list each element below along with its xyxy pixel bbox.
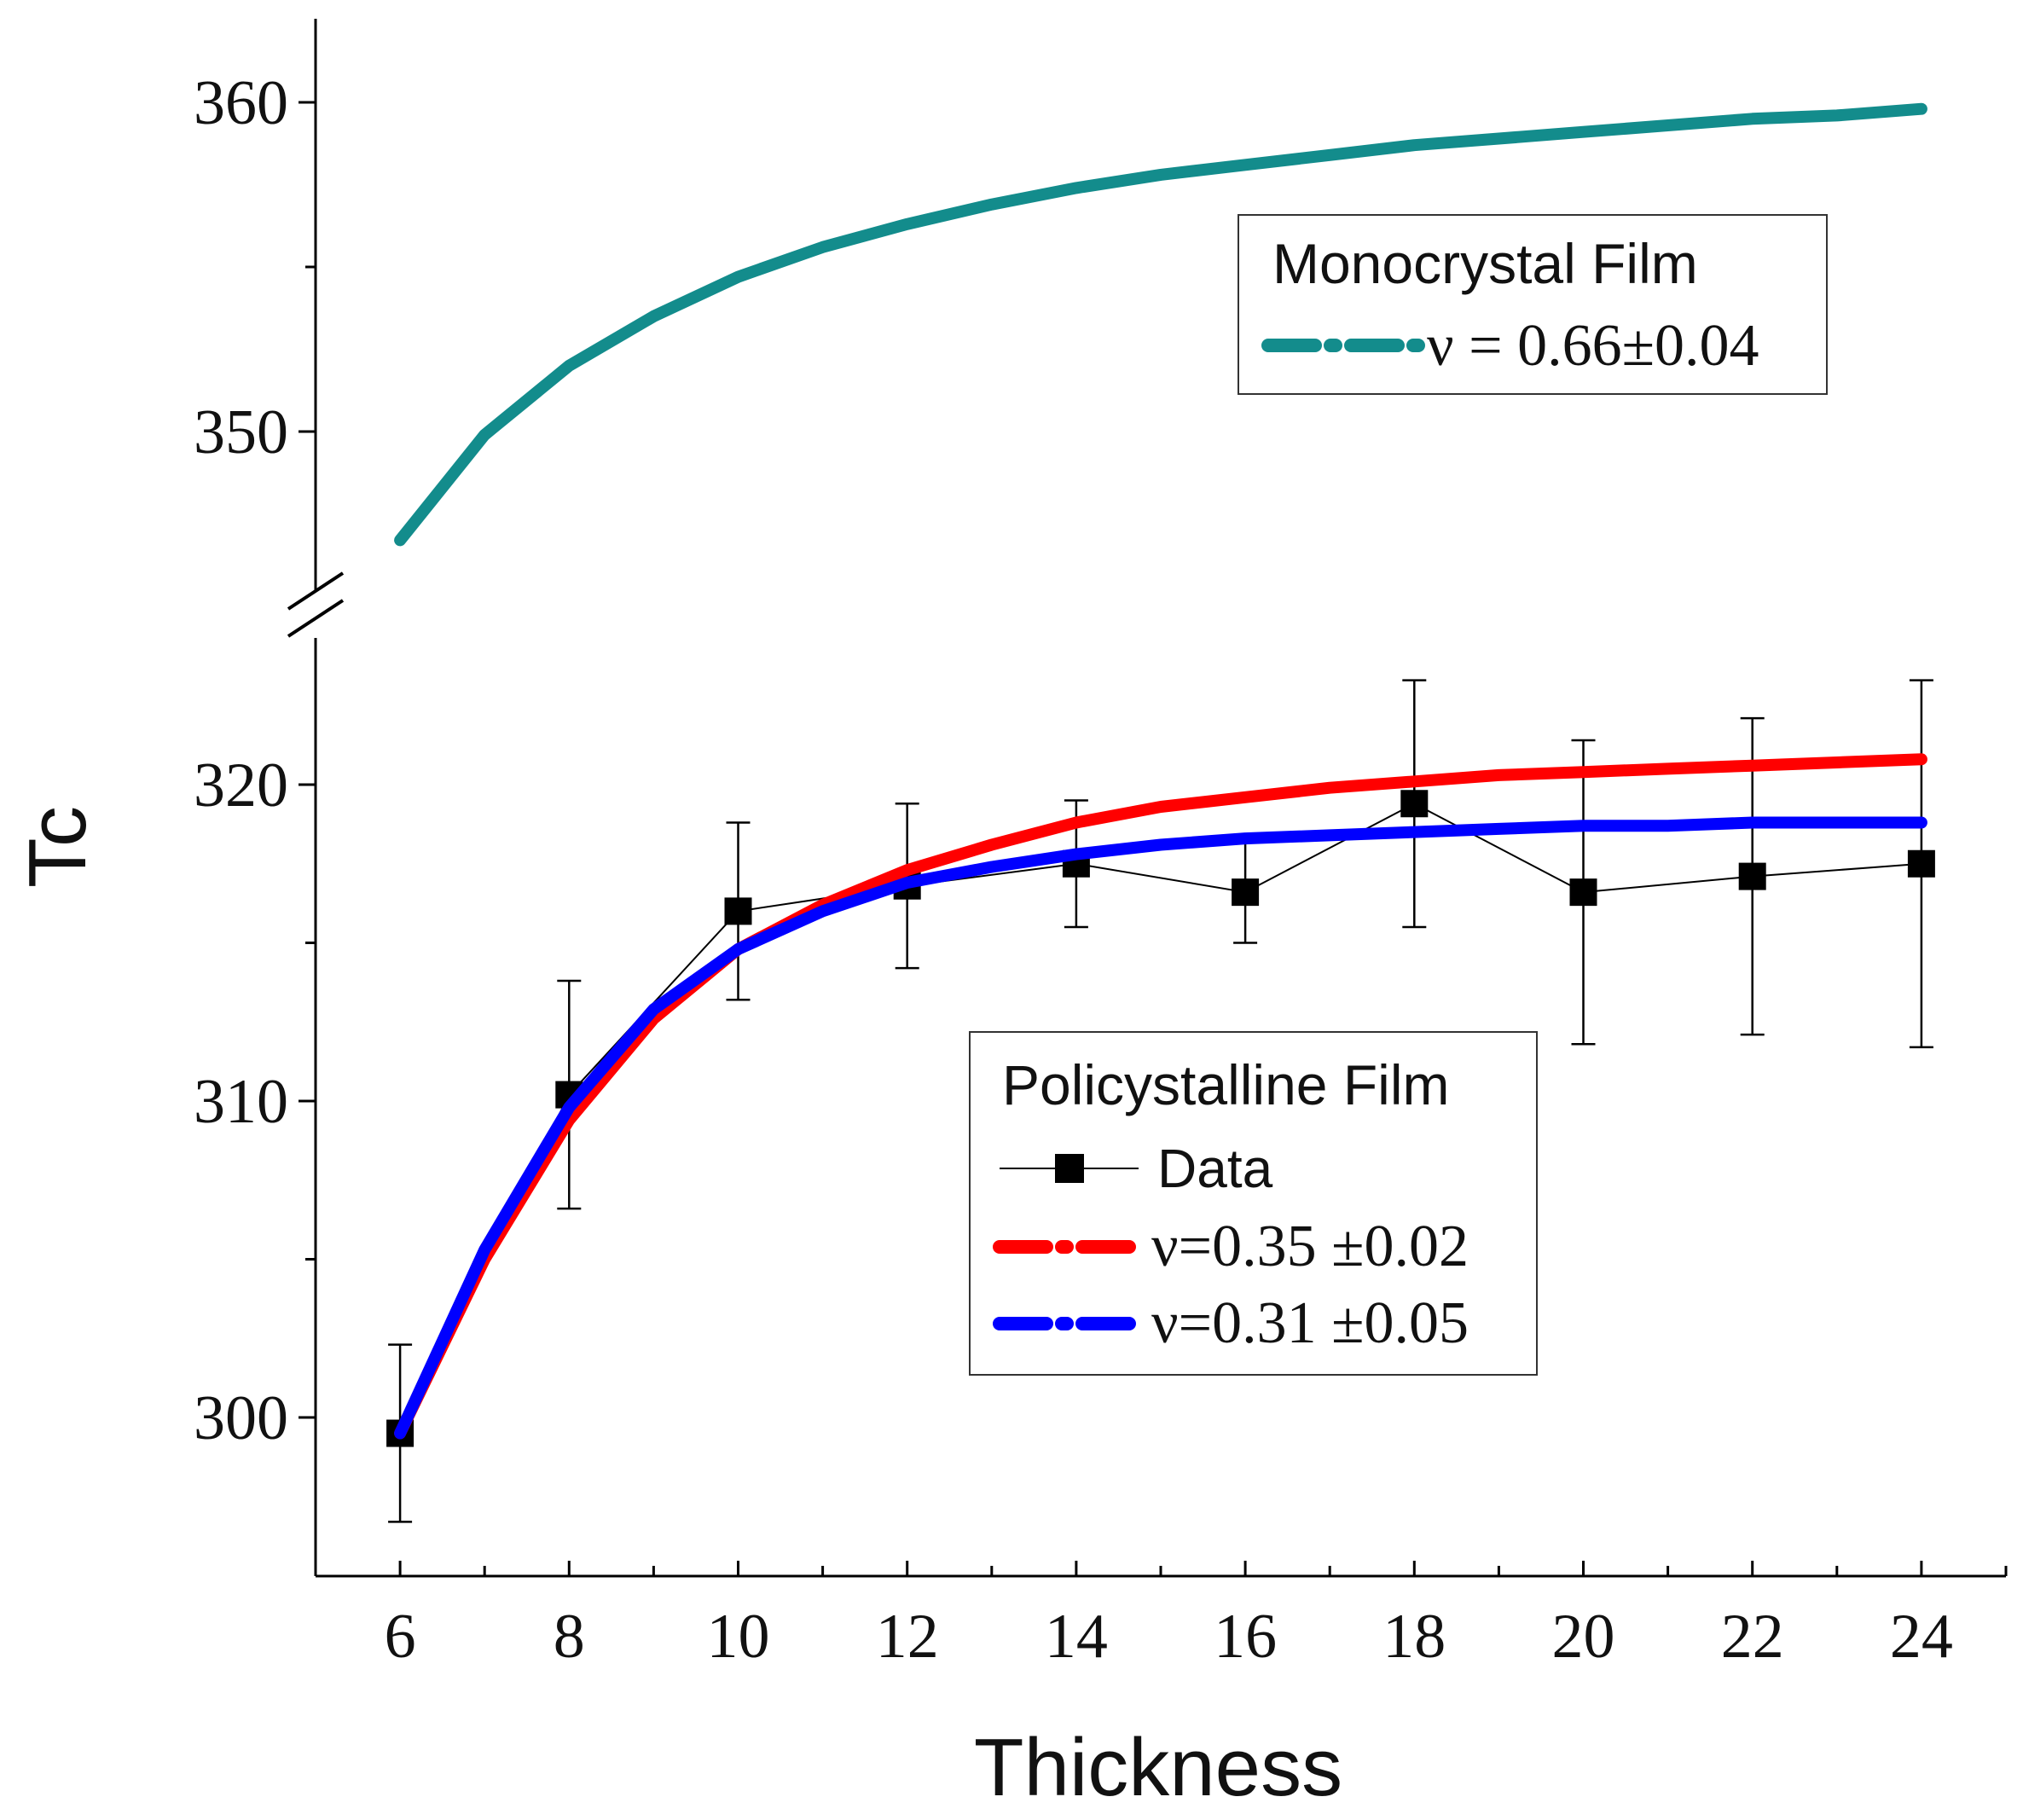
x-tick-label: 20 — [1552, 1602, 1615, 1672]
y-tick-label: 350 — [194, 397, 288, 467]
data-point — [1400, 790, 1429, 818]
x-tick-label: 10 — [707, 1602, 770, 1672]
y-axis-break-mark — [287, 571, 345, 611]
x-tick-label: 6 — [385, 1602, 416, 1672]
y-axis-title: Tc — [12, 806, 103, 888]
data-point — [1569, 878, 1597, 907]
legend-monocrystal: Monocrystal Film ν = 0.66±0.04 — [1238, 214, 1828, 395]
data-point — [724, 897, 752, 925]
legend-data-swatch-marker — [1055, 1154, 1084, 1183]
legend-data-label: Data — [1157, 1138, 1273, 1199]
legend-policrystalline: Policystalline Film Data ν=0.35 ±0.02 ν=… — [969, 1031, 1538, 1376]
series-nu-035-line — [394, 753, 1927, 1440]
legend-policrystalline-title: Policystalline Film — [1002, 1053, 1449, 1116]
y-tick-label: 300 — [194, 1383, 288, 1453]
axes: 6 8 10 12 14 16 18 20 22 24 300 310 320 350 360 — [194, 19, 2008, 1672]
series-nu-031-line — [394, 816, 1927, 1440]
x-tick-label: 8 — [554, 1602, 585, 1672]
legend-monocrystal-label: ν = 0.66±0.04 — [1427, 313, 1759, 379]
legend-blue-label: ν=0.31 ±0.05 — [1151, 1290, 1469, 1356]
x-tick-label: 24 — [1890, 1602, 1953, 1672]
x-axis-title: Thickness — [974, 1722, 1342, 1813]
x-tick-label: 18 — [1382, 1602, 1446, 1672]
marks — [386, 102, 1935, 1523]
y-axis-break-mark — [287, 599, 345, 638]
y-tick-label: 310 — [194, 1067, 288, 1137]
data-point — [1907, 849, 1935, 878]
legend-red-label: ν=0.35 ±0.02 — [1151, 1214, 1469, 1279]
x-tick-label: 22 — [1721, 1602, 1784, 1672]
data-point — [1232, 878, 1260, 907]
series-nu-066-line — [394, 102, 1927, 547]
legend-monocrystal-title: Monocrystal Film — [1272, 232, 1698, 295]
legend-monocrystal-box — [1238, 214, 1828, 395]
x-tick-label: 12 — [876, 1602, 939, 1672]
y-tick-label: 360 — [194, 68, 288, 138]
x-tick-label: 16 — [1214, 1602, 1277, 1672]
data-point — [1738, 862, 1766, 890]
y-tick-label: 320 — [194, 751, 288, 820]
x-tick-label: 14 — [1045, 1602, 1108, 1672]
